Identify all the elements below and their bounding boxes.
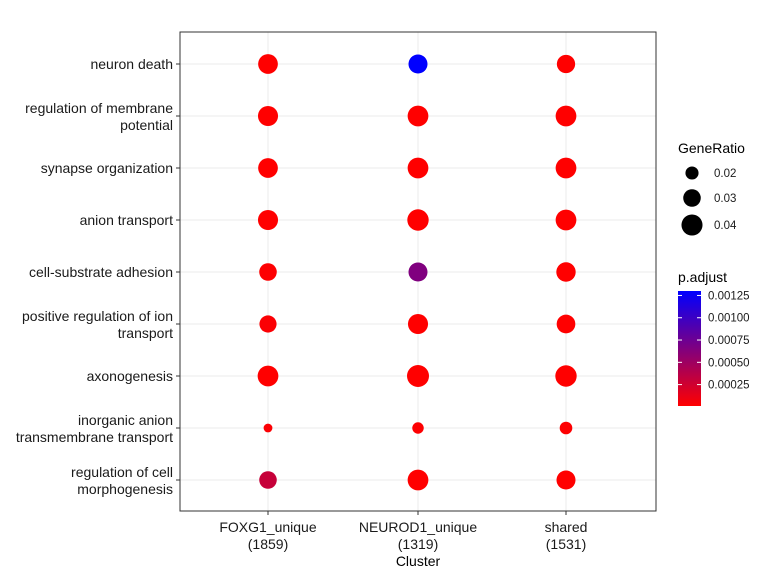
- data-point: [258, 158, 278, 178]
- data-point: [408, 54, 428, 74]
- data-point: [556, 314, 576, 334]
- y-tick-label-line2: potential: [120, 117, 173, 133]
- data-point: [263, 423, 273, 433]
- size-legend: GeneRatio 0.02 0.03 0.04: [678, 140, 745, 236]
- x-tick-label-line2: (1319): [398, 536, 438, 552]
- color-legend-label: 0.00125: [708, 290, 750, 302]
- data-point: [412, 422, 424, 434]
- y-tick-label: positive regulation of ion: [22, 308, 173, 324]
- y-tick-label: cell-substrate adhesion: [29, 264, 173, 280]
- size-legend-label: 0.03: [714, 193, 736, 205]
- data-point: [556, 54, 576, 74]
- data-point: [555, 105, 577, 127]
- data-point: [555, 209, 577, 231]
- size-legend-key: [685, 166, 699, 180]
- data-point: [407, 157, 429, 179]
- color-legend: p.adjust 0.00125 0.00100 0.00075 0.00050 0.0…: [678, 269, 750, 406]
- y-tick-label: regulation of cell: [71, 464, 173, 480]
- y-tick-label-line2: transport: [118, 325, 173, 341]
- data-point: [258, 54, 278, 74]
- y-tick-label: anion transport: [80, 212, 174, 228]
- color-legend-bar: [678, 291, 701, 406]
- x-tick-label-line2: (1859): [248, 536, 288, 552]
- size-legend-title: GeneRatio: [678, 140, 745, 156]
- color-legend-label: 0.00075: [708, 335, 750, 347]
- size-legend-label: 0.02: [714, 168, 736, 180]
- data-point: [555, 157, 577, 179]
- y-tick-label: neuron death: [90, 56, 173, 72]
- data-point: [555, 365, 577, 387]
- y-tick-label: axonogenesis: [87, 368, 173, 384]
- y-tick-label: inorganic anion: [78, 412, 173, 428]
- x-axis: FOXG1_unique(1859) NEUROD1_unique(1319) sh…: [219, 511, 587, 552]
- y-tick-label: regulation of membrane: [25, 100, 173, 116]
- data-point: [407, 105, 429, 127]
- color-legend-title: p.adjust: [678, 269, 727, 285]
- data-point: [407, 469, 429, 491]
- x-tick-label: FOXG1_unique: [219, 519, 316, 535]
- color-legend-label: 0.00100: [708, 313, 750, 325]
- data-point: [407, 209, 429, 231]
- y-axis: neuron death regulation of membranepotent…: [16, 56, 180, 497]
- data-point: [257, 105, 279, 127]
- size-legend-key: [681, 214, 703, 236]
- data-point: [407, 365, 429, 387]
- data-point: [556, 262, 576, 282]
- data-point: [559, 421, 573, 435]
- x-tick-label: shared: [545, 519, 588, 535]
- color-legend-label: 0.00025: [708, 380, 750, 392]
- x-tick-label-line2: (1531): [546, 536, 586, 552]
- color-legend-label: 0.00050: [708, 357, 750, 369]
- y-tick-label-line2: morphogenesis: [77, 481, 173, 497]
- data-point: [408, 262, 428, 282]
- x-tick-label: NEUROD1_unique: [359, 519, 477, 535]
- y-tick-label-line2: transmembrane transport: [16, 429, 173, 445]
- data-points: [257, 54, 577, 491]
- size-legend-label: 0.04: [714, 220, 737, 232]
- x-axis-title: Cluster: [396, 553, 441, 569]
- size-legend-key: [683, 189, 701, 207]
- data-point: [259, 315, 277, 333]
- data-point: [257, 365, 279, 387]
- data-point: [257, 209, 279, 231]
- data-point: [259, 263, 277, 281]
- data-point: [259, 471, 277, 489]
- data-point: [556, 470, 576, 490]
- data-point: [407, 313, 429, 335]
- y-tick-label: synapse organization: [41, 160, 173, 176]
